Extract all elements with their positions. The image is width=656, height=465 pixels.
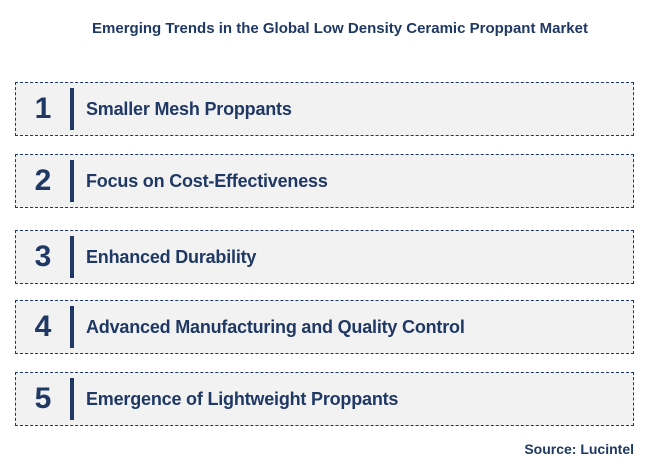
trend-item-2: 2 Focus on Cost-Effectiveness: [15, 154, 634, 208]
trend-label-1: Smaller Mesh Proppants: [86, 98, 292, 119]
trend-label-4: Advanced Manufacturing and Quality Contr…: [86, 316, 465, 337]
trend-label-2: Focus on Cost-Effectiveness: [86, 170, 328, 191]
trend-label-5: Emergence of Lightweight Proppants: [86, 388, 399, 409]
trend-divider-2: [70, 160, 74, 202]
diagram-title: Emerging Trends in the Global Low Densit…: [92, 20, 588, 37]
trend-item-4: 4 Advanced Manufacturing and Quality Con…: [15, 300, 634, 354]
trend-divider-4: [70, 306, 74, 348]
trend-label-3: Enhanced Durability: [86, 246, 257, 267]
trend-number-3: 3: [34, 240, 52, 273]
trend-divider-1: [70, 88, 74, 130]
trend-item-1: 1 Smaller Mesh Proppants: [15, 82, 634, 136]
trend-number-2: 2: [34, 164, 52, 197]
trend-divider-3: [70, 236, 74, 278]
trend-item-3: 3 Enhanced Durability: [15, 230, 634, 284]
trend-number-5: 5: [34, 382, 52, 415]
trend-divider-5: [70, 378, 74, 420]
trend-item-5: 5 Emergence of Lightweight Proppants: [15, 372, 634, 426]
source-credit: Source: Lucintel: [524, 441, 634, 457]
trend-number-4: 4: [34, 310, 52, 343]
trend-number-1: 1: [34, 92, 52, 125]
